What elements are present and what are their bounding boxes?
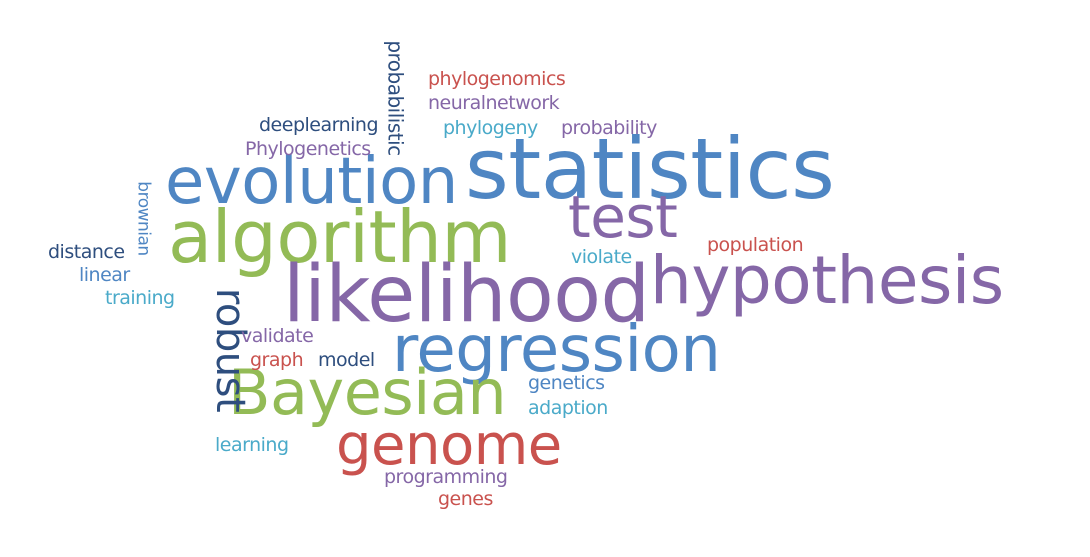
word-model: model bbox=[318, 349, 375, 371]
word-neuralnetwork: neuralnetwork bbox=[428, 92, 560, 114]
word-brownian: brownian bbox=[133, 181, 154, 256]
word-phylogeny: phylogeny bbox=[443, 117, 538, 139]
word-regression: regression bbox=[392, 313, 721, 387]
word-validate: validate bbox=[241, 325, 314, 347]
word-bayesian: Bayesian bbox=[228, 356, 507, 429]
word-population: population bbox=[707, 234, 804, 256]
word-deeplearning: deeplearning bbox=[259, 114, 379, 136]
word-genome: genome bbox=[336, 413, 562, 478]
word-test: test bbox=[568, 183, 678, 251]
word-likelihood: likelihood bbox=[283, 250, 650, 340]
word-adaption: adaption bbox=[528, 397, 608, 419]
word-algorithm: algorithm bbox=[168, 195, 511, 279]
word-learning: learning bbox=[215, 434, 289, 456]
word-programming: programming bbox=[384, 466, 508, 488]
word-training: training bbox=[105, 287, 175, 309]
word-phylogenomics: phylogenomics bbox=[428, 68, 566, 90]
word-linear: linear bbox=[79, 264, 130, 286]
word-evolution: evolution bbox=[165, 145, 458, 219]
word-violate: violate bbox=[571, 246, 632, 268]
word-graph: graph bbox=[250, 349, 304, 371]
word-phylogenetics: Phylogenetics bbox=[245, 138, 371, 160]
word-probability: probability bbox=[561, 117, 657, 139]
word-genetics: genetics bbox=[528, 372, 605, 394]
word-distance: distance bbox=[48, 241, 125, 263]
word-probabilistic: probabilistic bbox=[383, 40, 408, 156]
word-statistics: statistics bbox=[465, 120, 835, 218]
word-hypothesis: hypothesis bbox=[650, 242, 1004, 319]
word-genes: genes bbox=[438, 488, 493, 510]
word-robust: robust bbox=[207, 287, 254, 413]
